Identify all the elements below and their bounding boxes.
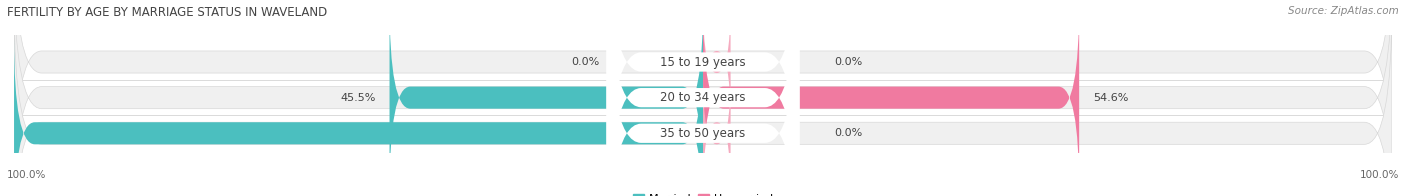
Legend: Married, Unmarried: Married, Unmarried xyxy=(628,190,778,196)
Text: 54.6%: 54.6% xyxy=(1092,93,1129,103)
FancyBboxPatch shape xyxy=(606,0,800,196)
Text: 0.0%: 0.0% xyxy=(834,57,862,67)
Text: 35 to 50 years: 35 to 50 years xyxy=(661,127,745,140)
FancyBboxPatch shape xyxy=(14,2,1392,196)
Text: 45.5%: 45.5% xyxy=(340,93,375,103)
Text: 20 to 34 years: 20 to 34 years xyxy=(661,91,745,104)
Text: 0.0%: 0.0% xyxy=(571,57,599,67)
FancyBboxPatch shape xyxy=(14,0,1392,193)
Text: 100.0%: 100.0% xyxy=(7,170,46,180)
Text: 15 to 19 years: 15 to 19 years xyxy=(661,55,745,69)
Text: 100.0%: 100.0% xyxy=(1360,170,1399,180)
FancyBboxPatch shape xyxy=(703,2,1080,193)
FancyBboxPatch shape xyxy=(389,2,703,193)
Text: FERTILITY BY AGE BY MARRIAGE STATUS IN WAVELAND: FERTILITY BY AGE BY MARRIAGE STATUS IN W… xyxy=(7,6,328,19)
FancyBboxPatch shape xyxy=(703,2,731,122)
FancyBboxPatch shape xyxy=(14,0,1392,196)
FancyBboxPatch shape xyxy=(606,0,800,196)
Text: Source: ZipAtlas.com: Source: ZipAtlas.com xyxy=(1288,6,1399,16)
FancyBboxPatch shape xyxy=(14,37,703,196)
FancyBboxPatch shape xyxy=(703,73,731,193)
Text: 0.0%: 0.0% xyxy=(834,128,862,138)
FancyBboxPatch shape xyxy=(606,0,800,196)
